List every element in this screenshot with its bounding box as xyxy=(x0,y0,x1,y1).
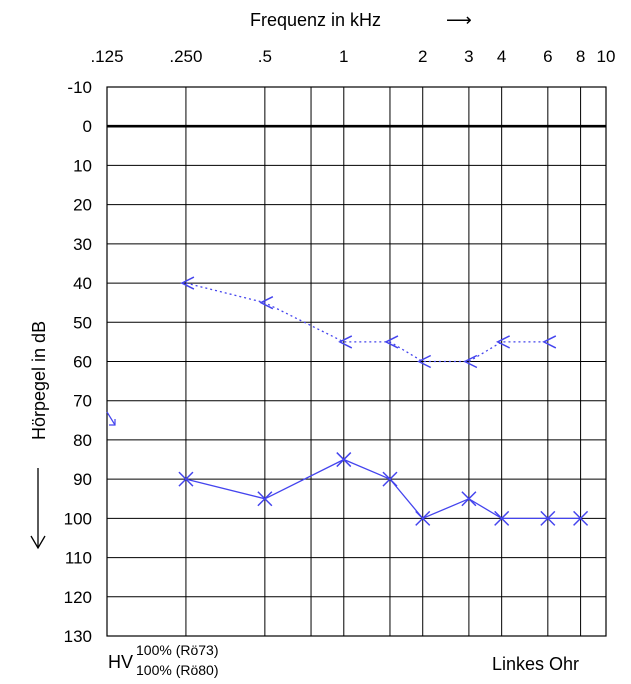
x-tick-label: 10 xyxy=(597,47,616,66)
angle-marker xyxy=(180,276,195,290)
x-tick-label: .125 xyxy=(90,47,123,66)
y-tick-label: 120 xyxy=(64,588,92,607)
y-tick-label: 50 xyxy=(73,313,92,332)
y-tick-label: 80 xyxy=(73,431,92,450)
cross-marker xyxy=(178,471,194,487)
cross-marker xyxy=(336,452,352,468)
series-line xyxy=(185,282,548,363)
y-axis-label: Hörpegel in dB xyxy=(29,321,49,440)
y-tick-label: 130 xyxy=(64,627,92,646)
down-arrow-icon xyxy=(30,468,46,550)
angle-marker xyxy=(338,335,353,349)
y-tick-label: 90 xyxy=(73,470,92,489)
y-tick-label: 30 xyxy=(73,235,92,254)
x-tick-label: 4 xyxy=(497,47,506,66)
x-tick-label: .5 xyxy=(258,47,272,66)
cross-marker xyxy=(461,491,477,507)
x-tick-label: 3 xyxy=(464,47,473,66)
x-tick-label: 2 xyxy=(418,47,427,66)
angle-marker xyxy=(495,335,510,349)
x-axis-arrow: ⟶ xyxy=(446,10,472,30)
angle-marker xyxy=(417,354,432,369)
small-arrow-icon xyxy=(106,411,116,426)
x-tick-label: 1 xyxy=(339,47,348,66)
y-tick-label: 10 xyxy=(73,156,92,175)
tick-labels: -100102030405060708090100110120130.125.2… xyxy=(64,47,616,646)
hv-label: HV xyxy=(108,652,133,672)
x-tick-label: 8 xyxy=(576,47,585,66)
cross-marker xyxy=(573,510,589,526)
y-tick-label: 110 xyxy=(65,549,92,568)
hv-value-1: 100% (Rö73) xyxy=(136,642,219,658)
series-layer xyxy=(178,276,589,526)
cross-marker xyxy=(415,510,431,526)
series-line xyxy=(185,458,581,520)
y-tick-label: -10 xyxy=(67,78,92,97)
cross-marker xyxy=(257,491,273,507)
x-tick-label: .250 xyxy=(169,47,202,66)
angle-marker xyxy=(463,354,478,369)
y-tick-label: 70 xyxy=(73,392,92,411)
grid xyxy=(106,86,607,637)
hv-value-2: 100% (Rö80) xyxy=(136,662,219,678)
angle-marker xyxy=(259,296,274,310)
y-tick-label: 40 xyxy=(73,274,92,293)
y-tick-label: 60 xyxy=(73,353,92,372)
cross-marker xyxy=(540,510,556,526)
ear-label: Linkes Ohr xyxy=(492,654,579,674)
y-tick-label: 100 xyxy=(64,509,92,528)
cross-marker xyxy=(382,471,398,487)
y-tick-label: 0 xyxy=(83,117,92,136)
angle-marker xyxy=(384,335,399,349)
x-axis-label: Frequenz in kHz xyxy=(250,10,381,30)
angle-marker xyxy=(542,335,557,349)
y-tick-label: 20 xyxy=(73,196,92,215)
x-tick-label: 6 xyxy=(543,47,552,66)
cross-marker xyxy=(494,510,510,526)
